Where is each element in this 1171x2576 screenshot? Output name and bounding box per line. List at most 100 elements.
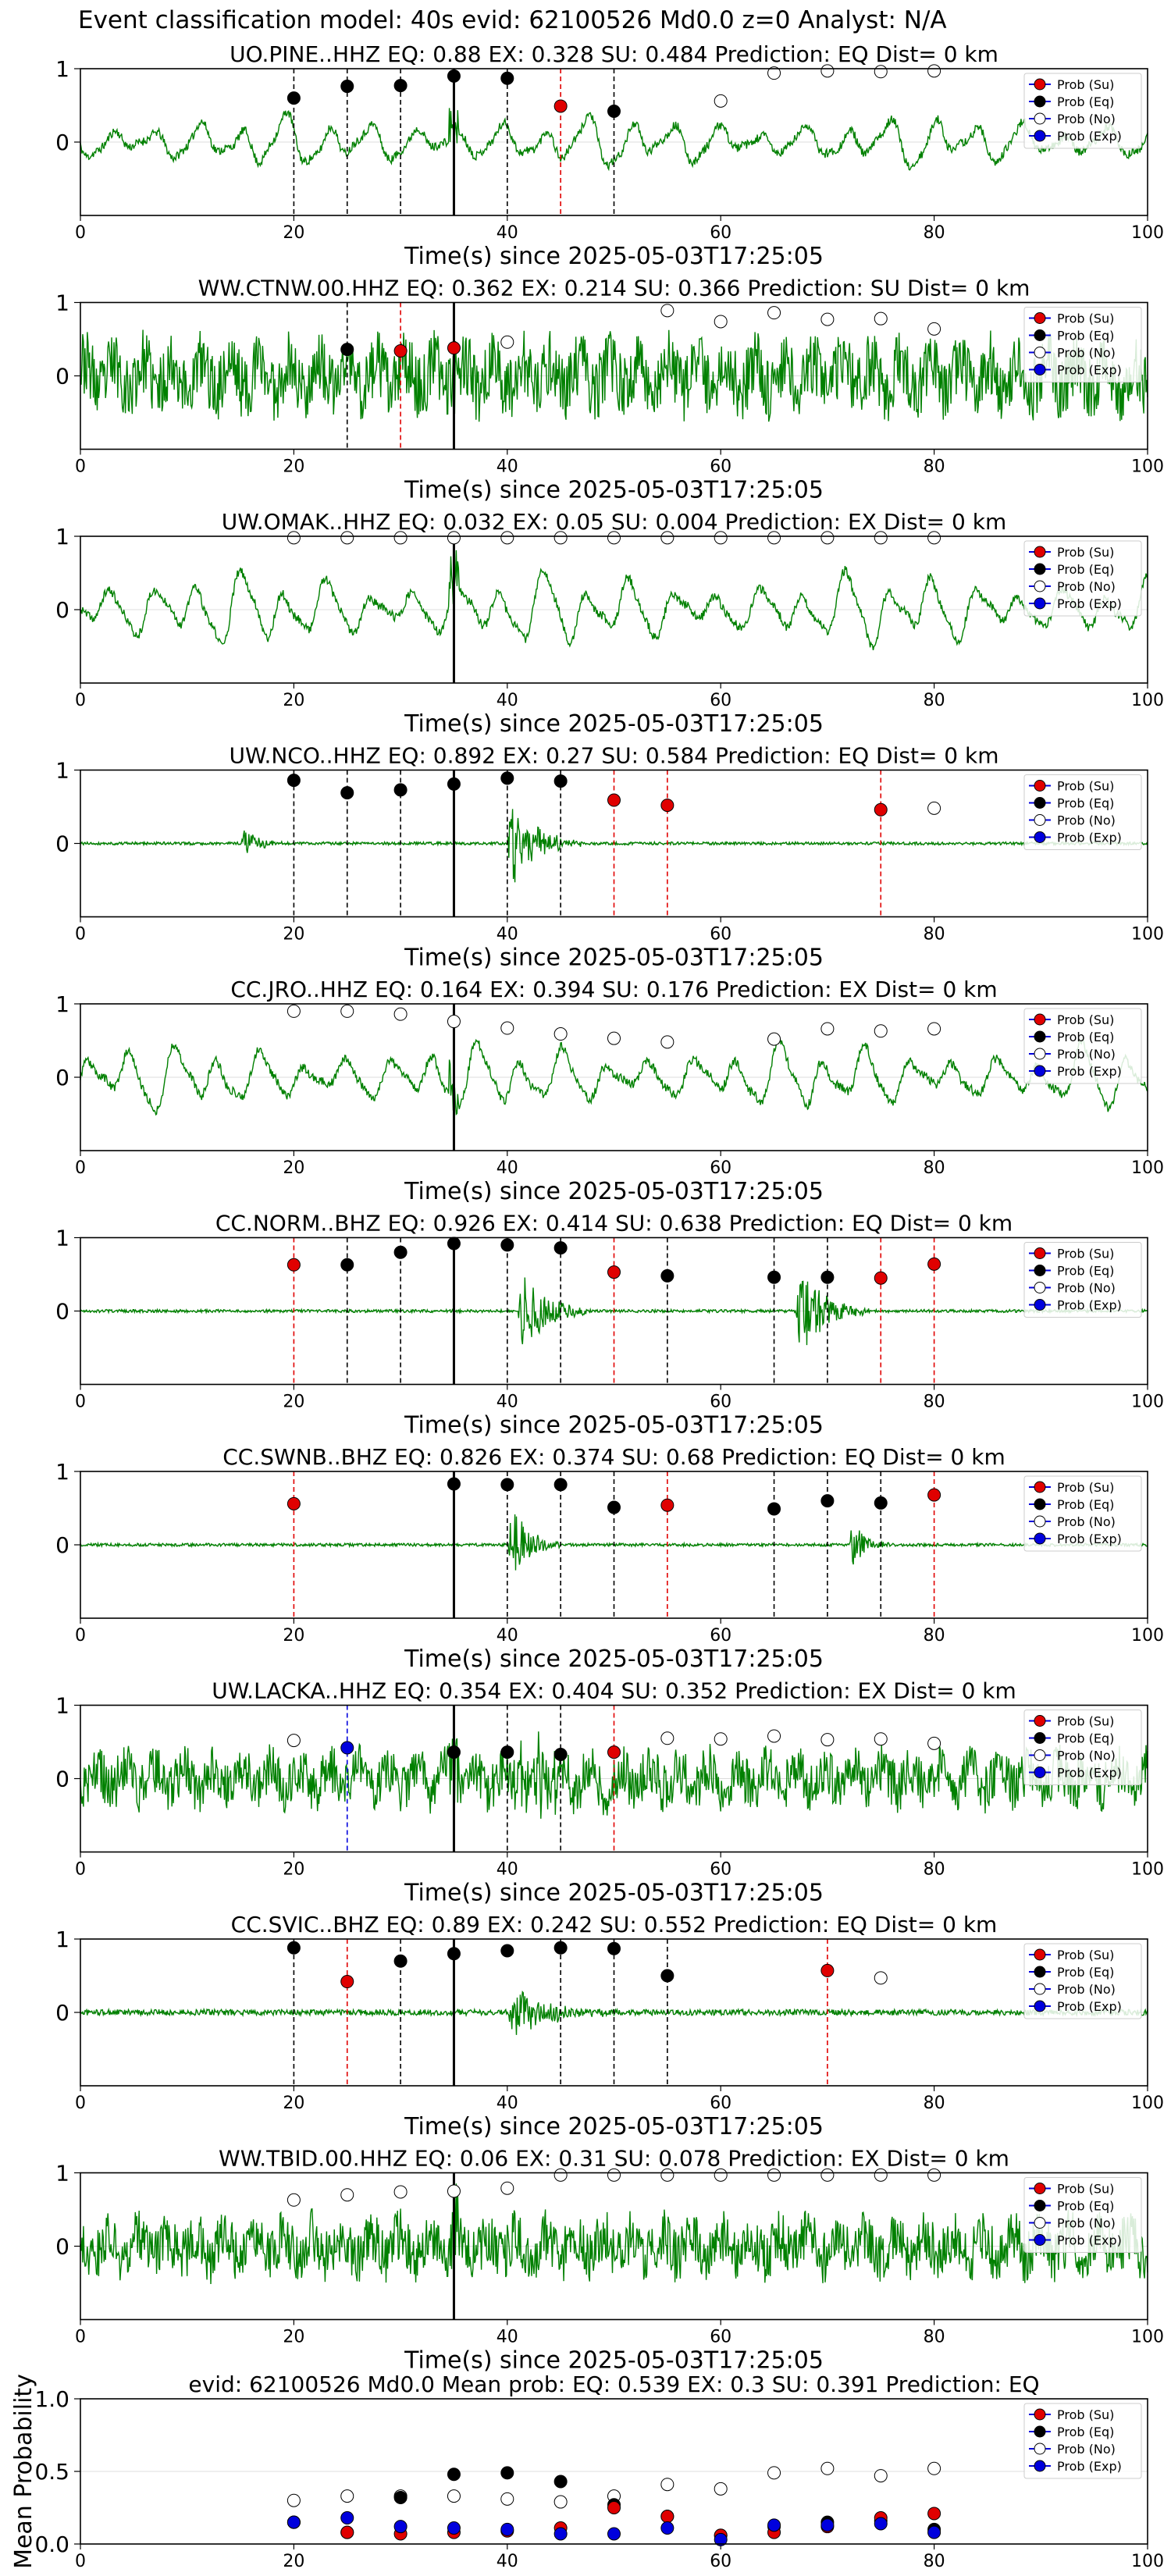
legend-label-eq: Prob (Eq) (1057, 1965, 1114, 1980)
legend-label-no: Prob (No) (1057, 1514, 1116, 1529)
y-tick-label: 1.0 (34, 2386, 69, 2412)
y-tick-label: 1 (55, 758, 69, 784)
prob-point-eq (393, 1245, 408, 1259)
x-tick-label: 20 (283, 223, 304, 243)
prob-point-su (607, 1265, 621, 1279)
prob-point-no (447, 1015, 461, 1029)
x-tick-label: 100 (1131, 1393, 1164, 1412)
prob-point-eq (820, 1270, 835, 1284)
legend-box (1023, 73, 1142, 149)
x-tick-label: 40 (497, 691, 518, 710)
mean-point-eq (553, 2475, 568, 2489)
legend-marker-no (1034, 814, 1046, 826)
legend-label-no: Prob (No) (1057, 112, 1116, 126)
legend-marker-eq (1034, 95, 1046, 108)
mean-point-eq (447, 2467, 461, 2482)
panel-title: evid: 62100526 Md0.0 Mean prob: EQ: 0.53… (188, 2371, 1039, 2397)
legend-marker-su (1034, 546, 1046, 558)
legend-marker-exp (1034, 1532, 1046, 1545)
station-panel-8: UW.LACKA..HHZ EQ: 0.354 EX: 0.404 SU: 0.… (55, 1678, 1164, 1907)
prob-point-no (714, 2168, 728, 2182)
prob-point-no (820, 312, 835, 326)
mean-point-no (820, 2461, 835, 2475)
prob-point-no (447, 2184, 461, 2198)
prob-point-eq (393, 1954, 408, 1968)
prob-point-eq (660, 1268, 674, 1283)
prob-point-no (287, 1004, 301, 1018)
legend-label-exp: Prob (Exp) (1057, 363, 1122, 378)
mean-point-eq (393, 2490, 408, 2504)
x-tick-label: 100 (1131, 1158, 1164, 1178)
legend-marker-no (1034, 1515, 1046, 1528)
x-tick-label: 0 (75, 2328, 86, 2347)
prob-point-no (714, 315, 728, 329)
x-tick-label: 80 (924, 1626, 945, 1646)
x-tick-label: 20 (283, 457, 304, 477)
prob-point-no (393, 2185, 408, 2199)
x-axis-label: Time(s) since 2025-05-03T17:25:05 (404, 243, 824, 270)
x-axis-label: Time(s) since 2025-05-03T17:25:05 (404, 2113, 824, 2140)
mean-point-exp (660, 2521, 674, 2535)
legend-label-su: Prob (Su) (1057, 77, 1114, 92)
prob-point-no (767, 1729, 781, 1743)
waveform-trace (80, 1990, 1148, 2035)
mean-point-eq (500, 2466, 514, 2480)
prob-point-su (553, 99, 568, 113)
x-tick-label: 80 (924, 1860, 945, 1880)
legend-label-exp: Prob (Exp) (1057, 129, 1122, 144)
mean-point-su (340, 2525, 354, 2539)
prob-point-eq (447, 1236, 461, 1251)
prob-point-su (927, 1257, 941, 1271)
mean-point-exp (874, 2517, 888, 2531)
x-tick-label: 0 (75, 457, 86, 477)
legend-marker-exp (1034, 2460, 1046, 2472)
legend-label-eq: Prob (Eq) (1057, 329, 1114, 343)
prob-point-no (393, 1007, 408, 1021)
prob-point-no (874, 65, 888, 79)
legend-label-no: Prob (No) (1057, 1982, 1116, 1997)
prob-point-no (874, 1732, 888, 1746)
prob-point-no (927, 1736, 941, 1750)
x-tick-label: 80 (924, 223, 945, 243)
x-tick-label: 40 (497, 1860, 518, 1880)
x-tick-label: 0 (75, 2552, 86, 2571)
prob-point-no (714, 1732, 728, 1746)
legend-marker-no (1034, 1282, 1046, 1293)
mean-probability-panel: evid: 62100526 Md0.0 Mean prob: EQ: 0.53… (10, 2371, 1164, 2571)
prob-point-eq (820, 1494, 835, 1508)
legend-label-exp: Prob (Exp) (1057, 1064, 1122, 1079)
x-tick-label: 80 (924, 1393, 945, 1412)
x-tick-label: 0 (75, 925, 86, 945)
prob-point-no (874, 311, 888, 326)
legend-label-no: Prob (No) (1057, 1047, 1116, 1062)
mean-point-no (447, 2489, 461, 2503)
prob-point-eq (500, 71, 514, 85)
prob-point-eq (500, 1478, 514, 1492)
legend-label-no: Prob (No) (1057, 579, 1116, 594)
legend-marker-su (1034, 1013, 1046, 1026)
panel-title: WW.CTNW.00.HHZ EQ: 0.362 EX: 0.214 SU: 0… (198, 276, 1030, 301)
prob-point-no (553, 1027, 568, 1041)
prob-point-no (874, 2168, 888, 2182)
station-panel-3: UW.OMAK..HHZ EQ: 0.032 EX: 0.05 SU: 0.00… (55, 509, 1164, 738)
x-tick-label: 60 (710, 2094, 731, 2113)
legend-marker-eq (1034, 1030, 1046, 1043)
legend-marker-exp (1034, 2000, 1046, 2012)
legend-label-no: Prob (No) (1057, 1281, 1116, 1296)
y-tick-label: 0 (55, 364, 69, 390)
x-tick-label: 40 (497, 1393, 518, 1412)
x-tick-label: 0 (75, 1158, 86, 1178)
prob-point-su (287, 1258, 301, 1272)
x-tick-label: 0 (75, 223, 86, 243)
mean-point-su (927, 2507, 941, 2521)
station-panel-10: WW.TBID.00.HHZ EQ: 0.06 EX: 0.31 SU: 0.0… (55, 2146, 1164, 2375)
axes-frame (80, 68, 1148, 216)
x-tick-label: 80 (924, 925, 945, 945)
axes-frame (80, 535, 1148, 684)
prob-point-no (820, 1733, 835, 1747)
legend-box (1023, 1008, 1142, 1084)
legend-marker-su (1034, 780, 1046, 792)
legend-marker-su (1034, 1715, 1046, 1727)
legend-marker-su (1034, 2183, 1046, 2194)
prob-point-no (500, 1021, 514, 1035)
